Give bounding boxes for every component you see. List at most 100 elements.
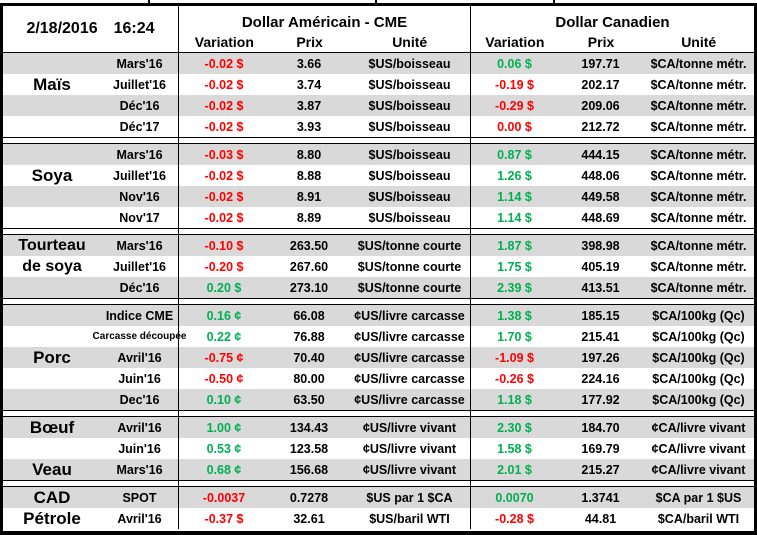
us-price-value: 32.61 <box>293 511 325 526</box>
ca-price-value: 449.58 <box>581 189 620 204</box>
category-label <box>3 144 101 165</box>
us-price-value: 0.7278 <box>289 490 329 505</box>
month-label: Carcasse découpée <box>92 331 187 342</box>
us-dollar-title: Dollar Américain - CME <box>241 14 408 31</box>
ca-price-value: 212.72 <box>581 119 620 134</box>
category-label: Soya <box>31 165 73 185</box>
us-price-value: 63.50 <box>293 392 325 407</box>
ca-price-value: 1.3741 <box>581 490 620 505</box>
us-variation-value: -0.02 $ <box>178 207 269 228</box>
section-separator <box>3 137 754 144</box>
ca-unit-label: $CA/100kg (Qc) <box>652 350 745 365</box>
ca-variation-value: 1.58 $ <box>470 438 558 459</box>
ca-unit-label: $CA/tonne métr. <box>650 280 747 295</box>
ca-price-value: 44.81 <box>584 511 617 526</box>
ca-price-value: 197.26 <box>581 350 620 365</box>
us-dollar-header-block: Dollar Américain - CME Variation Prix Un… <box>178 6 470 52</box>
us-price-value: 267.60 <box>289 259 329 274</box>
table-row: Indice CME 0.16 ¢ 66.08 ¢US/livre carcasse 1… <box>3 305 754 326</box>
us-variation-value: 0.68 ¢ <box>178 459 269 480</box>
table-row: CAD SPOT -0.0037 0.7278 $US par 1 $CA 0.0070 1… <box>3 487 754 508</box>
us-variation-value: 0.16 ¢ <box>178 305 269 326</box>
month-label: Déc'16 <box>119 98 160 113</box>
month-label: Juillet'16 <box>113 259 166 274</box>
us-unit-label: $US par 1 $CA <box>366 490 453 505</box>
category-label <box>3 95 101 116</box>
ca-price-value: 184.70 <box>581 420 620 435</box>
ca-unit-label: $CA/tonne métr. <box>650 189 747 204</box>
table-row: Juin'16 -0.50 ¢ 80.00 ¢US/livre carcasse -0.… <box>3 368 754 389</box>
us-price-value: 76.88 <box>293 329 325 344</box>
month-label: Juillet'16 <box>113 77 166 92</box>
us-variation-value: -0.37 $ <box>178 508 269 529</box>
section-separator <box>3 480 754 487</box>
category-label <box>3 438 101 459</box>
us-prix-header: Prix <box>296 33 323 50</box>
us-price-value: 3.93 <box>296 119 322 134</box>
table-row: de soya Juillet'16 -0.20 $ 267.60 $US/tonne … <box>3 256 754 277</box>
month-label: SPOT <box>122 490 157 505</box>
us-variation-value: 0.10 ¢ <box>178 389 269 410</box>
ca-price-value: 177.92 <box>581 392 620 407</box>
section-boeuf-veau: Bœuf Avril'16 1.00 ¢ 134.43 ¢US/livre vivant… <box>3 417 754 480</box>
category-label <box>3 277 101 298</box>
ca-unit-label: $CA/tonne métr. <box>650 238 747 253</box>
us-price-value: 8.80 <box>296 147 322 162</box>
ca-variation-value: 1.18 $ <box>470 389 558 410</box>
us-unit-label: $US/boisseau <box>368 147 451 162</box>
us-unit-label: ¢US/livre vivant <box>362 420 457 435</box>
month-label: Nov'16 <box>119 189 160 204</box>
table-body: Mars'16 -0.02 $ 3.66 $US/boisseau 0.06 $ 197.… <box>3 53 754 529</box>
ca-variation-value: 0.06 $ <box>470 53 558 74</box>
us-variation-value: 1.00 ¢ <box>178 417 269 438</box>
us-unit-label: ¢US/livre carcasse <box>354 392 465 407</box>
us-price-value: 70.40 <box>293 350 325 365</box>
section-tourteau-de-soya: Tourteau Mars'16 -0.10 $ 263.50 $US/tonne co… <box>3 235 754 298</box>
ca-price-value: 202.17 <box>581 77 620 92</box>
ca-unite-header: Unité <box>681 33 717 50</box>
month-label: Dec'16 <box>119 392 160 407</box>
us-unite-header: Unité <box>392 33 428 50</box>
us-variation-value: -0.02 $ <box>178 165 269 186</box>
category-label <box>3 326 101 347</box>
table-row: Déc'16 -0.02 $ 3.87 $US/boisseau -0.29 $ 209.… <box>3 95 754 116</box>
month-label: Déc'17 <box>119 119 160 134</box>
us-unit-label: $US/boisseau <box>368 210 451 225</box>
category-label <box>3 186 101 207</box>
date-label: 2/18/2016 <box>26 20 98 37</box>
category-label <box>3 368 101 389</box>
section-porc: Indice CME 0.16 ¢ 66.08 ¢US/livre carcasse 1… <box>3 305 754 410</box>
datetime-cell: 2/18/2016 16:24 <box>3 6 178 52</box>
ca-variation-value: -1.09 $ <box>470 347 558 368</box>
category-label <box>3 53 101 74</box>
us-variation-value: 0.53 ¢ <box>178 438 269 459</box>
section-mais: Mars'16 -0.02 $ 3.66 $US/boisseau 0.06 $ 197.… <box>3 53 754 137</box>
month-label: Juin'16 <box>118 371 161 386</box>
ca-unit-label: ¢CA/livre vivant <box>651 441 746 456</box>
us-unit-label: ¢US/livre vivant <box>362 441 457 456</box>
us-unit-label: $US/boisseau <box>368 98 451 113</box>
ca-dollar-header-block: Dollar Canadien Variation Prix Unité <box>470 6 754 52</box>
ca-price-value: 215.27 <box>581 462 620 477</box>
us-price-value: 8.91 <box>296 189 322 204</box>
ca-price-value: 197.71 <box>581 56 620 71</box>
ca-price-value: 448.06 <box>581 168 620 183</box>
us-unit-label: ¢US/livre carcasse <box>354 371 465 386</box>
us-variation-value: 0.20 $ <box>178 277 269 298</box>
category-label <box>3 389 101 410</box>
time-label: 16:24 <box>113 20 155 37</box>
us-price-value: 3.74 <box>296 77 322 92</box>
us-unit-label: $US/boisseau <box>368 168 451 183</box>
ca-price-value: 224.16 <box>581 371 620 386</box>
us-variation-value: -0.75 ¢ <box>178 347 269 368</box>
ca-variation-value: 0.0070 <box>470 487 558 508</box>
month-label: Mars'16 <box>116 147 163 162</box>
us-price-value: 8.89 <box>296 210 322 225</box>
category-label: Maïs <box>33 74 71 94</box>
table-row: Mars'16 -0.03 $ 8.80 $US/boisseau 0.87 $ 444.… <box>3 144 754 165</box>
ca-variation-value: 1.38 $ <box>470 305 558 326</box>
commodity-price-table: 2/18/2016 16:24 Dollar Américain - CME V… <box>0 3 757 535</box>
ca-unit-label: $CA/100kg (Qc) <box>652 329 745 344</box>
ca-unit-label: ¢CA/livre vivant <box>651 462 746 477</box>
